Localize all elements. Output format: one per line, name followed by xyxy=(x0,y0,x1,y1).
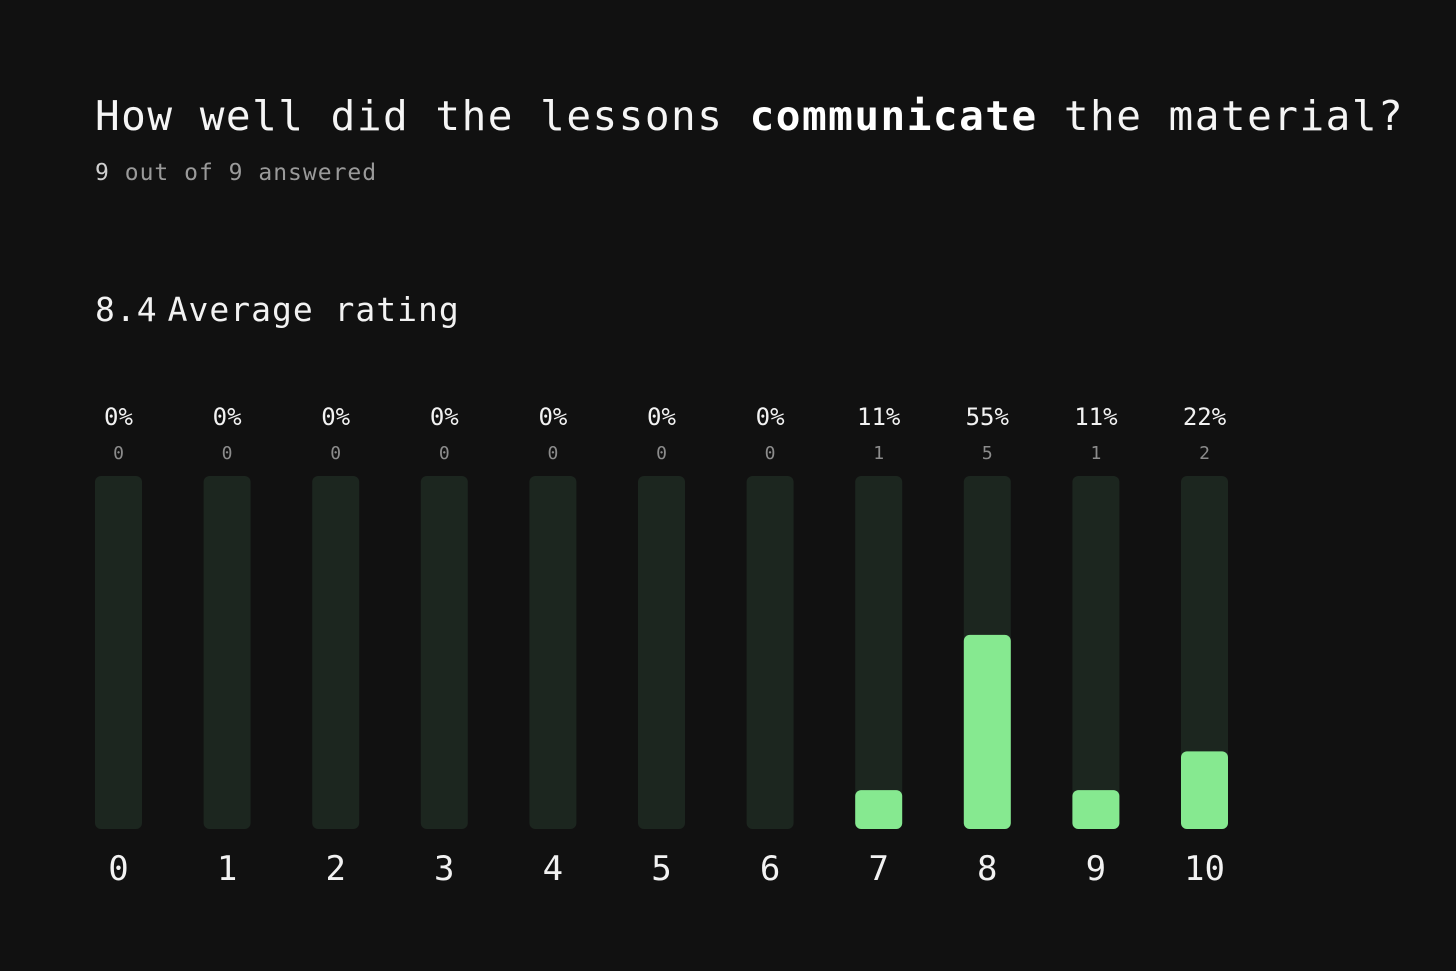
average-rating-label: Average rating xyxy=(167,290,460,329)
count-label-7: 1 xyxy=(873,443,884,464)
category-label-7: 7 xyxy=(868,849,888,889)
bar-fill-9 xyxy=(1072,790,1120,829)
percent-label-7: 11% xyxy=(857,403,901,431)
count-label-0: 0 xyxy=(113,443,124,464)
category-label-2: 2 xyxy=(325,849,345,889)
count-label-1: 0 xyxy=(222,443,233,464)
bar-group-3: 0% 0 3 xyxy=(420,403,468,889)
bar-group-5: 0% 0 5 xyxy=(638,403,685,889)
percent-label-9: 11% xyxy=(1074,403,1118,431)
count-label-10: 2 xyxy=(1199,443,1210,464)
bar-fill-7 xyxy=(855,790,903,829)
percent-label-0: 0% xyxy=(104,403,133,431)
question-text-before: How well did the lessons xyxy=(95,92,750,140)
count-label-8: 5 xyxy=(982,443,993,464)
count-label-9: 1 xyxy=(1090,443,1101,464)
percent-label-6: 0% xyxy=(756,403,785,431)
bar-group-4: 0% 0 4 xyxy=(529,403,577,889)
percent-label-8: 55% xyxy=(966,403,1010,431)
bar-group-6: 0% 0 6 xyxy=(746,403,794,889)
bar-track-7 xyxy=(855,476,903,829)
count-label-3: 0 xyxy=(439,443,450,464)
count-label-2: 0 xyxy=(330,443,341,464)
bar-track-1 xyxy=(203,476,251,829)
bar-fill-8 xyxy=(963,634,1011,829)
bar-group-0: 0% 0 0 xyxy=(95,403,142,889)
bar-track-10 xyxy=(1181,476,1228,829)
bar-track-5 xyxy=(638,476,685,829)
bar-group-2: 0% 0 2 xyxy=(312,403,360,889)
average-rating-value: 8.4 xyxy=(95,290,158,329)
category-label-4: 4 xyxy=(543,849,563,889)
category-label-5: 5 xyxy=(651,849,671,889)
bar-track-2 xyxy=(312,476,360,829)
bar-fill-10 xyxy=(1181,751,1228,829)
bar-group-7: 11% 1 7 xyxy=(855,403,903,889)
percent-label-2: 0% xyxy=(321,403,350,431)
category-label-6: 6 xyxy=(760,849,780,889)
count-label-6: 0 xyxy=(765,443,776,464)
bar-track-4 xyxy=(529,476,577,829)
answered-number: 9 xyxy=(95,160,110,186)
bar-group-8: 55% 5 8 xyxy=(963,403,1011,889)
category-label-0: 0 xyxy=(108,849,128,889)
percent-label-5: 0% xyxy=(647,403,676,431)
bar-group-9: 11% 1 9 xyxy=(1072,403,1120,889)
bar-group-1: 0% 0 1 xyxy=(203,403,251,889)
average-rating: 8.4 Average rating xyxy=(95,290,460,329)
count-label-5: 0 xyxy=(656,443,667,464)
question-text-after: the material? xyxy=(1037,92,1405,140)
bar-track-0 xyxy=(95,476,142,829)
count-label-4: 0 xyxy=(547,443,558,464)
percent-label-4: 0% xyxy=(538,403,567,431)
bar-track-9 xyxy=(1072,476,1120,829)
percent-label-10: 22% xyxy=(1183,403,1227,431)
answered-count: 9 out of 9 answered xyxy=(95,160,377,186)
category-label-3: 3 xyxy=(434,849,454,889)
bar-track-6 xyxy=(746,476,794,829)
answered-text: out of 9 answered xyxy=(124,160,378,186)
question-emphasis: communicate xyxy=(749,92,1038,140)
category-label-1: 1 xyxy=(217,849,237,889)
category-label-8: 8 xyxy=(977,849,997,889)
bar-track-3 xyxy=(420,476,468,829)
category-label-10: 10 xyxy=(1184,849,1225,889)
percent-label-1: 0% xyxy=(213,403,242,431)
percent-label-3: 0% xyxy=(430,403,459,431)
question-title: How well did the lessons communicate the… xyxy=(95,90,1404,142)
category-label-9: 9 xyxy=(1086,849,1106,889)
bar-group-10: 22% 2 10 xyxy=(1181,403,1228,889)
